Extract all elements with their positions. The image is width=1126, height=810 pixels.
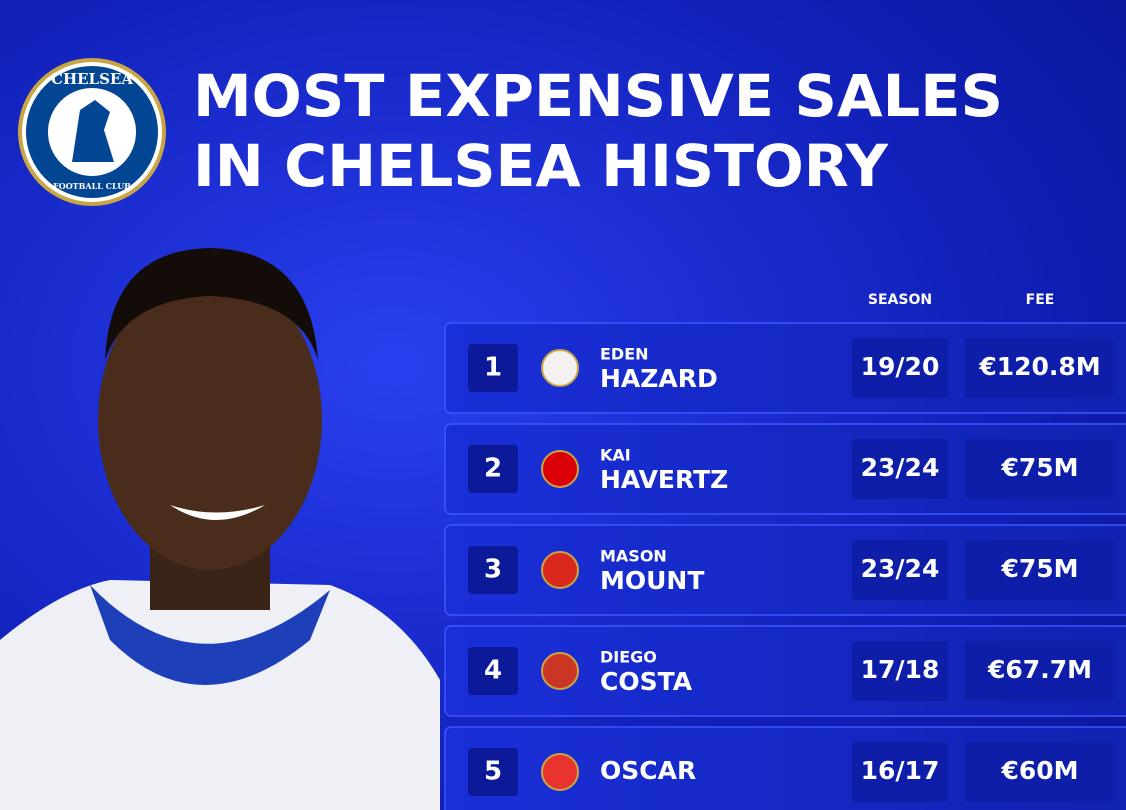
last-name: COSTA	[600, 667, 693, 696]
fee: €75M	[1000, 554, 1078, 583]
last-name: OSCAR	[600, 756, 696, 785]
last-name: MOUNT	[600, 566, 704, 595]
rank: 4	[484, 656, 502, 686]
season: 16/17	[861, 756, 940, 785]
rank: 2	[484, 454, 502, 484]
rank: 5	[484, 757, 502, 787]
fee: €75M	[1000, 453, 1078, 482]
rank: 3	[484, 555, 502, 585]
row-background	[444, 524, 1126, 616]
row-background	[444, 322, 1126, 414]
season-box	[852, 641, 948, 701]
logo-text: CHELSEA	[51, 70, 133, 88]
player-photo	[0, 248, 440, 810]
season-box	[852, 439, 948, 499]
fee-box	[965, 641, 1115, 701]
logo-text: FOOTBALL CLUB	[53, 181, 131, 191]
rank-box	[468, 344, 518, 392]
fee-box	[965, 439, 1115, 499]
fee: €67.7M	[987, 655, 1092, 684]
season: 23/24	[861, 453, 940, 482]
season-box	[852, 338, 948, 398]
row-background	[444, 423, 1126, 515]
table-row: 5 OSCAR 16/17 €60M	[444, 726, 1126, 810]
column-header: FEE	[1026, 292, 1055, 308]
fee: €120.8M	[978, 352, 1100, 381]
club-crest	[541, 551, 579, 589]
club-crest	[541, 450, 579, 488]
title: IN CHELSEA HISTORY	[193, 132, 889, 200]
row-background	[444, 625, 1126, 717]
season: 19/20	[861, 352, 940, 381]
last-name: HAVERTZ	[600, 465, 728, 494]
season: 17/18	[861, 655, 940, 684]
first-name: MASON	[600, 547, 667, 566]
row-background	[444, 726, 1126, 810]
first-name: KAI	[600, 446, 631, 465]
club-crest	[541, 652, 579, 690]
season-box	[852, 742, 948, 802]
fee-box	[965, 338, 1115, 398]
club-crest	[541, 753, 579, 791]
first-name: EDEN	[600, 345, 649, 364]
rank-box	[468, 748, 518, 796]
season: 23/24	[861, 554, 940, 583]
title: MOST EXPENSIVE SALES	[193, 62, 1003, 130]
fee-box	[965, 742, 1115, 802]
fee-box	[965, 540, 1115, 600]
rank-box	[468, 647, 518, 695]
last-name: HAZARD	[600, 364, 718, 393]
fee: €60M	[1000, 756, 1078, 785]
club-logo: CHELSEA FOOTBALL CLUB	[18, 58, 166, 206]
first-name: DIEGO	[600, 648, 657, 667]
rank: 1	[484, 353, 502, 383]
rank-box	[468, 445, 518, 493]
rank-box	[468, 546, 518, 594]
club-crest	[541, 349, 579, 387]
season-box	[852, 540, 948, 600]
column-header: SEASON	[868, 292, 932, 308]
